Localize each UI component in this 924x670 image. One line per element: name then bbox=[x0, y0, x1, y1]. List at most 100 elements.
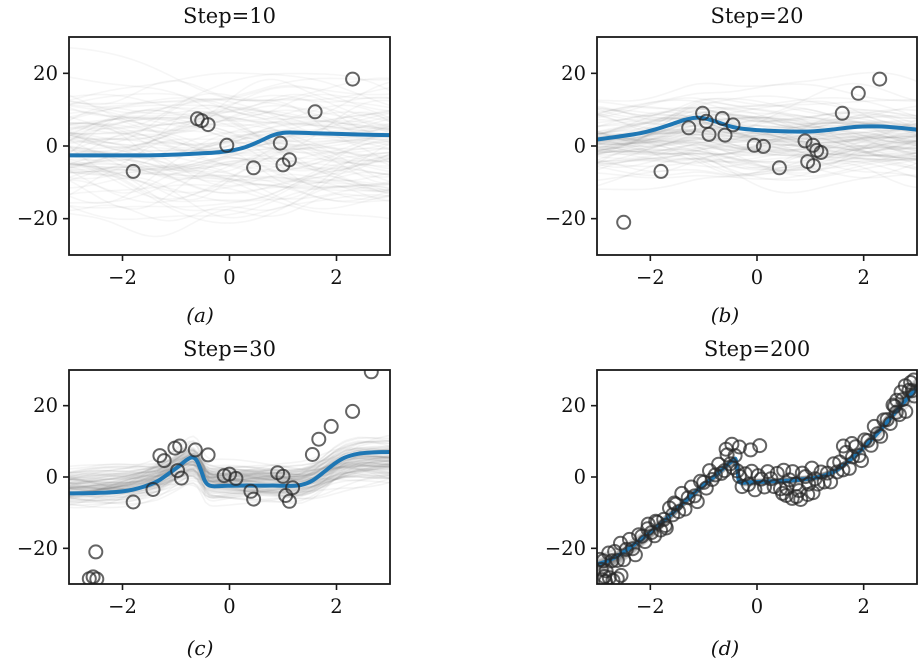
ensemble-curve bbox=[597, 134, 917, 168]
ensemble-curve bbox=[69, 435, 390, 484]
ensemble-curve bbox=[69, 175, 390, 238]
ensemble-curve bbox=[69, 72, 390, 114]
ensemble-curve bbox=[597, 108, 917, 146]
ensemble-curve bbox=[69, 436, 390, 495]
ensemble-curve bbox=[69, 106, 390, 163]
y-axis-ticks: 20 0 −20 bbox=[545, 62, 597, 230]
ensemble-curve bbox=[69, 473, 390, 500]
ensemble-curve bbox=[69, 76, 390, 139]
data-point bbox=[797, 133, 813, 149]
ensemble-curve bbox=[597, 132, 917, 169]
y-tick-label: −20 bbox=[545, 537, 586, 560]
ensemble-curve bbox=[69, 145, 390, 195]
x-tick-label: 2 bbox=[857, 595, 869, 618]
ensemble-curve bbox=[69, 109, 390, 140]
ensemble-curve bbox=[69, 176, 390, 219]
ensemble-curve bbox=[69, 133, 390, 173]
x-tick-label: 2 bbox=[330, 595, 342, 618]
data-point bbox=[172, 438, 188, 454]
ensemble-curve bbox=[597, 113, 917, 154]
ensemble-curve bbox=[69, 122, 390, 185]
data-point bbox=[187, 442, 203, 458]
data-point bbox=[616, 214, 632, 230]
ensemble-curve bbox=[69, 131, 390, 149]
ensemble-curve bbox=[69, 122, 390, 174]
data-point bbox=[323, 418, 339, 434]
ensemble-curve bbox=[597, 150, 917, 177]
ensemble-curve bbox=[597, 112, 917, 143]
ensemble-curve bbox=[69, 464, 390, 490]
ensemble-curve bbox=[69, 145, 390, 201]
ensemble-curve bbox=[597, 150, 917, 194]
ensemble-curve bbox=[69, 92, 390, 141]
data-point bbox=[173, 470, 189, 486]
ensemble-curve bbox=[597, 129, 917, 152]
ensemble-curve bbox=[69, 457, 390, 491]
data-point bbox=[775, 485, 791, 501]
ensemble-curve bbox=[69, 126, 390, 171]
data-point bbox=[246, 160, 262, 176]
data-point bbox=[701, 126, 717, 142]
data-point bbox=[889, 392, 905, 408]
ensemble-curve bbox=[597, 97, 917, 126]
x-tick-label: 0 bbox=[751, 595, 763, 618]
ensemble-curve bbox=[597, 97, 917, 143]
ensemble-curve bbox=[69, 121, 390, 171]
ensemble-curve bbox=[69, 146, 390, 187]
data-point bbox=[714, 110, 730, 126]
ensemble-curve bbox=[597, 133, 917, 161]
data-point bbox=[887, 398, 903, 414]
y-axis-ticks: 20 0 −20 bbox=[17, 394, 69, 560]
ensemble-curve bbox=[69, 122, 390, 173]
ensemble-curve bbox=[69, 454, 390, 495]
panel-a-caption: (a) bbox=[186, 303, 214, 327]
ensemble-curve bbox=[69, 472, 390, 498]
ensemble-curve bbox=[69, 163, 390, 210]
y-axis-ticks: 20 0 −20 bbox=[17, 62, 69, 230]
panel-c-caption: (c) bbox=[186, 636, 214, 660]
data-point bbox=[656, 511, 672, 527]
data-point bbox=[657, 518, 673, 533]
y-tick-label: −20 bbox=[545, 207, 586, 230]
ensemble-curve bbox=[69, 475, 390, 506]
ensemble-curve bbox=[597, 71, 917, 117]
data-point bbox=[743, 442, 759, 458]
data-point bbox=[707, 467, 723, 483]
ensemble-curve bbox=[69, 468, 390, 496]
ensemble-curve bbox=[69, 156, 390, 196]
ensemble-curve bbox=[69, 111, 390, 145]
ensemble-curve bbox=[597, 117, 917, 140]
data-point bbox=[627, 547, 643, 563]
data-point bbox=[671, 504, 687, 520]
ensemble-curve bbox=[69, 157, 390, 203]
ensemble-curve bbox=[69, 134, 390, 177]
x-tick-label: −2 bbox=[108, 595, 137, 618]
ensemble-curve bbox=[69, 123, 390, 157]
ensemble-curve bbox=[69, 152, 390, 200]
ensemble-curve bbox=[69, 183, 390, 209]
data-point bbox=[285, 480, 301, 496]
ensemble-curve bbox=[69, 138, 390, 170]
ensemble-curve bbox=[597, 140, 917, 182]
data-point bbox=[771, 160, 787, 176]
data-point bbox=[88, 544, 104, 560]
data-point bbox=[879, 412, 895, 428]
ensemble-curve bbox=[597, 116, 917, 151]
ensemble-curve bbox=[69, 94, 390, 125]
ensemble-curve bbox=[597, 111, 917, 165]
data-points bbox=[125, 71, 361, 179]
ensemble-curve bbox=[69, 140, 390, 204]
ensemble-curve bbox=[597, 114, 917, 157]
data-point bbox=[601, 545, 617, 561]
data-point bbox=[713, 465, 729, 481]
x-axis-ticks: −2 0 2 bbox=[636, 584, 870, 618]
ensemble-curve bbox=[69, 125, 390, 185]
ensemble-curve bbox=[597, 139, 917, 179]
data-point bbox=[724, 436, 740, 452]
ensemble-curve bbox=[69, 84, 390, 128]
y-tick-label: 20 bbox=[561, 394, 586, 417]
data-point bbox=[613, 567, 629, 583]
data-point bbox=[275, 468, 291, 484]
ensemble-curve bbox=[597, 107, 917, 144]
ensemble-curve bbox=[69, 183, 390, 220]
